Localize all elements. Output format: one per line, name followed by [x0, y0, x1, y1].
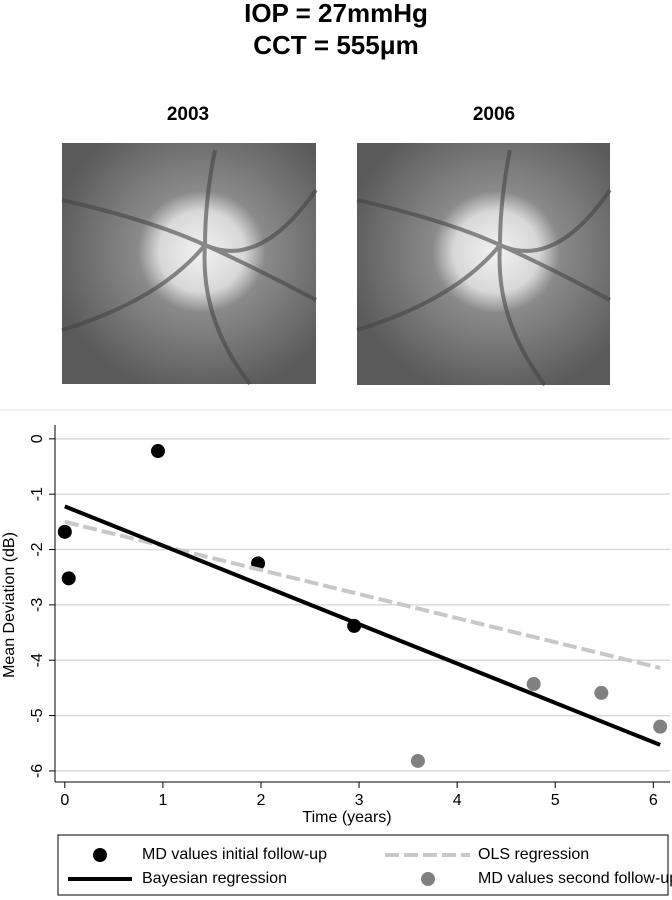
legend-label: Bayesian regression [142, 870, 287, 887]
legend-box [57, 834, 669, 896]
fundus-image [356, 143, 612, 387]
regression-line [64, 504, 661, 747]
legend-label: MD values initial follow-up [142, 846, 327, 863]
y-tick-label: -5 [29, 708, 46, 722]
data-point [150, 444, 165, 459]
image-label: 2003 [167, 104, 209, 125]
y-axis-label: Mean Deviation (dB) [1, 532, 18, 678]
y-tick-label: -2 [29, 542, 46, 556]
title-line: CCT = 555μm [253, 30, 418, 60]
title-line: IOP = 27mmHg [244, 0, 428, 28]
image-label: 2006 [473, 104, 515, 125]
x-tick-label: 0 [60, 792, 69, 809]
legend-symbol [421, 872, 435, 886]
data-point [526, 677, 541, 692]
data-point [410, 753, 425, 768]
x-axis-label: Time (years) [302, 809, 391, 826]
x-tick-label: 6 [649, 792, 658, 809]
y-tick-label: -6 [29, 764, 46, 778]
legend-label: OLS regression [478, 846, 589, 863]
y-tick-label: -3 [29, 598, 46, 612]
x-tick-label: 5 [551, 792, 560, 809]
x-tick-label: 3 [355, 792, 364, 809]
y-tick-label: -4 [29, 653, 46, 667]
x-tick-label: 2 [257, 792, 266, 809]
legend-symbol [93, 848, 107, 862]
fundus-image [61, 143, 318, 386]
data-point [594, 685, 609, 700]
y-tick-label: -1 [29, 487, 46, 501]
data-point [61, 571, 76, 586]
data-point [57, 524, 72, 539]
x-tick-label: 1 [158, 792, 167, 809]
legend-label: MD values second follow-up [478, 870, 672, 887]
x-tick-label: 4 [453, 792, 462, 809]
y-tick-label: 0 [29, 434, 46, 443]
data-point [653, 719, 668, 734]
